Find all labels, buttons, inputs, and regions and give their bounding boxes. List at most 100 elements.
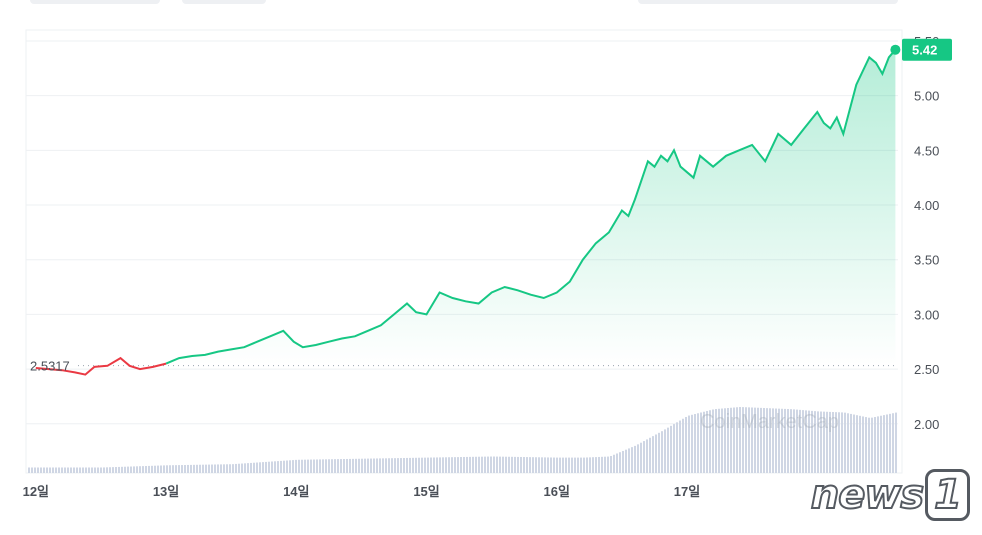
volume-bar	[766, 408, 768, 473]
volume-bar	[790, 409, 792, 473]
volume-bar	[652, 436, 654, 473]
volume-bar	[295, 459, 297, 473]
volume-bar	[493, 456, 495, 473]
volume-bar	[58, 467, 60, 473]
volume-bar	[787, 409, 789, 473]
volume-bar	[67, 467, 69, 473]
volume-bar	[298, 459, 300, 473]
volume-bar	[874, 417, 876, 473]
volume-bar	[673, 424, 675, 473]
volume-bar	[490, 456, 492, 473]
volume-bar	[412, 457, 414, 473]
volume-bar	[739, 407, 741, 473]
volume-bar	[322, 459, 324, 473]
volume-bar	[559, 457, 561, 473]
volume-bar	[367, 458, 369, 473]
volume-bar	[859, 415, 861, 473]
toolbar-tab-2[interactable]	[182, 0, 266, 4]
volume-bar	[64, 467, 66, 473]
volume-bar	[250, 462, 252, 473]
volume-bar	[307, 459, 309, 473]
volume-bar	[247, 463, 249, 473]
volume-bar	[565, 457, 567, 473]
volume-bar	[331, 459, 333, 473]
volume-bar	[706, 410, 708, 473]
volume-bar	[199, 464, 201, 473]
volume-bar	[610, 456, 612, 473]
volume-bar	[142, 466, 144, 473]
volume-bar	[70, 467, 72, 473]
volume-bar	[820, 411, 822, 473]
volume-bar	[616, 453, 618, 473]
volume-bar	[46, 467, 48, 473]
volume-bar	[28, 467, 30, 473]
volume-bar	[391, 458, 393, 473]
volume-bar	[241, 463, 243, 473]
volume-bar	[607, 456, 609, 473]
volume-bar	[343, 459, 345, 473]
volume-bar	[601, 456, 603, 473]
volume-bar	[847, 413, 849, 473]
volume-bar	[580, 457, 582, 473]
toolbar-tab-1[interactable]	[30, 0, 160, 4]
volume-bar	[799, 409, 801, 473]
volume-bar	[178, 465, 180, 473]
volume-bar	[634, 445, 636, 473]
volume-bar	[361, 458, 363, 473]
price-line-down	[35, 356, 167, 376]
volume-bar	[358, 458, 360, 473]
volume-bar	[292, 460, 294, 473]
volume-bar	[574, 457, 576, 473]
volume-bar	[217, 464, 219, 473]
volume-bar	[763, 408, 765, 473]
volume-bar	[709, 410, 711, 473]
y-axis: 2.002.503.003.504.004.505.005.50	[914, 34, 939, 432]
volume-bar	[325, 459, 327, 473]
volume-bar	[520, 456, 522, 473]
volume-bar	[457, 457, 459, 473]
toolbar-tab-3[interactable]	[638, 0, 898, 4]
x-tick-label: 16일	[544, 484, 570, 499]
volume-bar	[772, 408, 774, 473]
volume-bar	[385, 458, 387, 473]
volume-bar	[658, 432, 660, 473]
volume-bar	[211, 464, 213, 473]
volume-bar	[205, 464, 207, 473]
volume-bar	[316, 459, 318, 473]
logo-number: 1	[925, 469, 970, 521]
volume-bar	[862, 416, 864, 473]
volume-bar	[502, 456, 504, 473]
y-tick-label: 4.50	[914, 143, 939, 158]
volume-bar	[175, 465, 177, 473]
volume-bar	[274, 461, 276, 473]
volume-bar	[88, 467, 90, 473]
volume-bar	[889, 413, 891, 473]
volume-bar	[244, 463, 246, 473]
volume-bar	[694, 414, 696, 473]
volume-bar	[37, 467, 39, 473]
volume-bar	[568, 457, 570, 473]
volume-bar	[553, 457, 555, 473]
volume-bar	[679, 420, 681, 473]
volume-bar	[823, 411, 825, 473]
volume-bar	[196, 464, 198, 473]
volume-bar	[640, 442, 642, 473]
volume-bar	[376, 458, 378, 473]
volume-bar	[619, 452, 621, 473]
volume-bar	[103, 467, 105, 473]
volume-bar	[613, 454, 615, 473]
volume-bar	[832, 412, 834, 473]
y-tick-label: 3.00	[914, 307, 939, 322]
volume-bar	[718, 408, 720, 473]
volume-bar	[478, 456, 480, 473]
volume-bar	[796, 409, 798, 473]
volume-bar	[346, 458, 348, 473]
volume-bar	[406, 457, 408, 473]
volume-bar	[118, 466, 120, 473]
y-tick-label: 2.00	[914, 417, 939, 432]
volume-bar	[349, 458, 351, 473]
volume-bar	[43, 467, 45, 473]
volume-bar	[436, 457, 438, 473]
volume-bar	[649, 437, 651, 473]
